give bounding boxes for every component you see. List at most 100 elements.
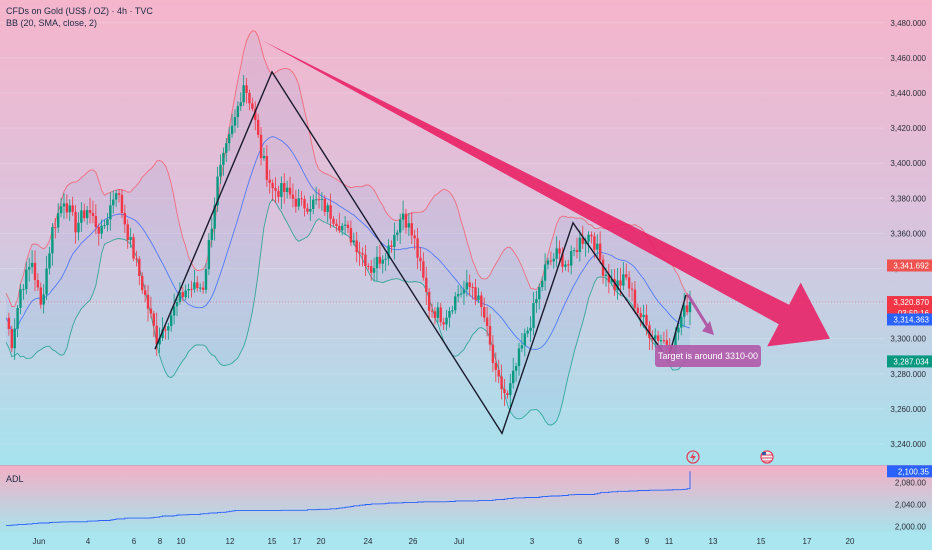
- candle-body: [94, 215, 98, 228]
- price-tick-label: 3,240.000: [890, 440, 926, 449]
- price-badge: [887, 313, 932, 326]
- candle-body: [494, 363, 498, 370]
- us-flag-icon[interactable]: [760, 450, 774, 464]
- candle-body: [584, 241, 587, 244]
- candle-body: [85, 210, 89, 219]
- candle-body: [242, 85, 245, 103]
- time-tick-label: 20: [846, 537, 855, 546]
- candle-body: [596, 243, 599, 250]
- candle-body: [135, 258, 138, 260]
- candle-body: [285, 187, 289, 192]
- candle-body: [196, 282, 199, 288]
- candle-body: [645, 314, 648, 326]
- candle-body: [445, 317, 448, 325]
- time-tick-label: 15: [757, 537, 766, 546]
- candle-body: [572, 250, 576, 252]
- target-callout[interactable]: Target is around 3310-00: [655, 345, 761, 367]
- candle-body: [459, 293, 463, 295]
- candle-body: [25, 269, 28, 290]
- candle-body: [500, 376, 503, 390]
- candle-body: [320, 198, 324, 200]
- candle-body: [271, 182, 274, 189]
- candle-body: [688, 302, 692, 313]
- candle-body: [193, 282, 196, 290]
- candle-body: [146, 294, 150, 309]
- candle-body: [175, 301, 179, 307]
- candle-body: [503, 389, 506, 394]
- lightning-icon[interactable]: [686, 450, 700, 464]
- candle-body: [485, 317, 489, 327]
- candle-body: [346, 224, 350, 228]
- candle-body: [419, 257, 422, 262]
- candle-body: [283, 183, 286, 192]
- candle-body: [555, 248, 558, 259]
- candle-body: [433, 311, 437, 318]
- candle-body: [488, 326, 492, 345]
- candle-body: [117, 193, 121, 195]
- candle-body: [451, 310, 454, 312]
- candle-body: [372, 268, 376, 273]
- candle-body: [65, 203, 69, 213]
- candle-body: [349, 227, 353, 243]
- candle-body: [88, 210, 92, 213]
- candle-body: [581, 237, 584, 244]
- candle-body: [677, 327, 680, 333]
- candle-body: [526, 330, 529, 334]
- candle-body: [335, 223, 338, 226]
- candle-body: [483, 307, 486, 318]
- candle-body: [233, 117, 237, 126]
- main-pane-background: [0, 0, 932, 465]
- candle-body: [187, 289, 190, 291]
- candle-body: [413, 235, 416, 239]
- candle-body: [306, 208, 309, 212]
- adl-pane-background: [0, 466, 932, 532]
- candle-body: [552, 258, 555, 262]
- candle-body: [680, 316, 683, 328]
- candle-body: [7, 317, 11, 329]
- candle-body: [239, 102, 242, 107]
- candle-body: [651, 338, 654, 340]
- target-arrow-head: [702, 321, 714, 336]
- candle-body: [497, 369, 500, 377]
- time-tick-label: 4: [86, 537, 91, 546]
- candle-body: [538, 287, 541, 300]
- candle-body: [616, 280, 619, 291]
- candle-body: [312, 199, 315, 210]
- candle-body: [155, 325, 158, 345]
- time-tick-label: 8: [615, 537, 620, 546]
- candle-body: [62, 203, 66, 207]
- candle-body: [138, 258, 141, 276]
- adl-label: ADL: [6, 474, 24, 484]
- price-badges: 3,341.6923,320.87003:59:163,314.3633,287…: [0, 259, 932, 478]
- candle-body: [578, 237, 582, 253]
- candle-body: [256, 119, 260, 135]
- candle-body: [665, 340, 669, 345]
- candle-body: [587, 234, 590, 242]
- candle-body: [112, 199, 115, 206]
- time-axis[interactable]: Jun 4 6 8 10 12 15 17 20 24 26 Jul 3 6 8 9 11 13 15 17 20: [33, 537, 855, 546]
- price-badge-text: 3,314.363: [893, 315, 929, 324]
- candle-body: [51, 227, 54, 254]
- candle-body: [33, 262, 37, 281]
- candle-body: [30, 262, 34, 268]
- target-callout-box: [655, 345, 761, 367]
- candle-body: [161, 329, 164, 339]
- candle-body: [254, 108, 257, 120]
- candle-body: [198, 287, 202, 289]
- candle-body: [410, 223, 413, 236]
- candle-body: [277, 190, 280, 197]
- price-tick-label: 3,260.000: [890, 405, 926, 414]
- candle-body: [543, 264, 547, 281]
- candle-body: [529, 327, 532, 331]
- candle-body: [83, 210, 86, 219]
- candle-body: [567, 264, 570, 266]
- candle-body: [532, 303, 535, 328]
- candle-body: [91, 212, 95, 216]
- candle-body: [343, 224, 347, 226]
- adl-badge: [887, 465, 932, 478]
- candle-body: [604, 274, 608, 276]
- candle-body: [610, 279, 613, 283]
- candle-body: [184, 290, 187, 298]
